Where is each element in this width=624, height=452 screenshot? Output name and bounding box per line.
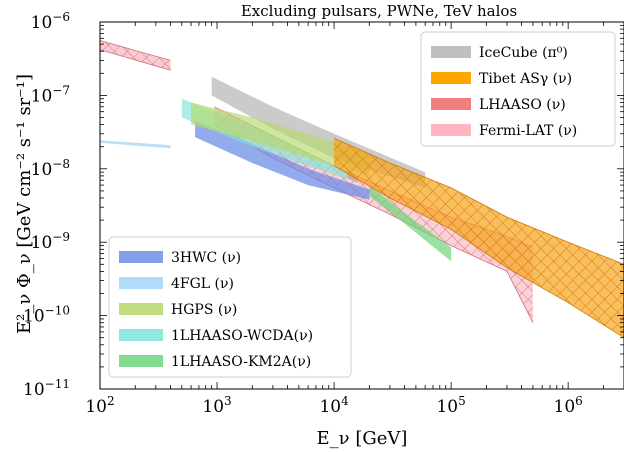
data-bands: [100, 40, 624, 339]
x-tick-label: 106: [554, 394, 583, 417]
legend-label: LHAASO (ν): [479, 97, 566, 113]
legend-label: 4FGL (ν): [171, 276, 234, 292]
axis-ticks: [99, 21, 624, 390]
legend-swatch: [431, 124, 471, 136]
legend-frame: [108, 236, 352, 378]
legend-item-hgps: HGPS (ν): [119, 302, 237, 318]
legend-item-fermi-lat: Fermi-LAT (ν): [431, 123, 577, 139]
y-axis-label: E²_ν Φ_ν [GeV cm⁻² s⁻¹ sr⁻¹]: [14, 74, 35, 334]
y-tick-label: 10−11: [23, 377, 70, 400]
x-tick-labels: 102 103 104 105 106: [85, 394, 582, 417]
x-tick-label: 102: [85, 394, 114, 417]
y-tick-label: 10−6: [31, 10, 70, 33]
band-edge-lower: [100, 49, 171, 71]
legend-swatch: [119, 355, 163, 367]
legend-item-1lhaaso-km2a: 1LHAASO-KM2A(ν): [119, 354, 311, 370]
legend-item-1lhaaso-wcda: 1LHAASO-WCDA(ν): [119, 328, 313, 344]
legend-swatch: [119, 277, 163, 289]
band-tibet-as-9: [333, 137, 624, 339]
x-tick-label: 103: [202, 394, 231, 417]
band-1lhaaso-km2a-7: [369, 185, 452, 262]
y-tick-labels: 10−11 10−10 10−9 10−8 10−7 10−6: [23, 10, 70, 400]
x-axis-label: E_ν [GeV]: [317, 428, 408, 449]
band-hatch: [334, 138, 624, 338]
legend-label: Tibet ASγ (ν): [479, 71, 572, 87]
legend-label: 1LHAASO-KM2A(ν): [171, 354, 311, 370]
chart-title: Excluding pulsars, PWNe, TeV halos: [241, 2, 517, 20]
legend-label: Fermi-LAT (ν): [479, 123, 577, 139]
band-fill: [369, 185, 452, 262]
legend-item-lhaaso: LHAASO (ν): [431, 97, 566, 113]
legend-swatch: [119, 329, 163, 341]
y-tick-label: 10−7: [31, 83, 70, 106]
legend-upper-right: IceCube (π⁰) Tibet ASγ (ν) LHAASO (ν) Fermi…: [420, 31, 616, 147]
legend-item-4fgl: 4FGL (ν): [119, 276, 234, 292]
y-tick-label: 10−9: [31, 230, 70, 253]
plot-frame: [99, 21, 624, 390]
legend-item-tibet-as: Tibet ASγ (ν): [431, 71, 572, 87]
band-fill: [100, 140, 171, 149]
band-4fgl-0: [100, 140, 171, 149]
band-fill: [191, 102, 370, 176]
x-tick-label: 105: [436, 394, 465, 417]
legend-swatch: [431, 72, 471, 84]
legend-frame: [420, 31, 616, 147]
legend-swatch: [119, 251, 163, 263]
y-tick-label: 10−8: [31, 157, 70, 180]
band-hatch: [100, 40, 171, 71]
legend-label: IceCube (π⁰): [479, 45, 568, 61]
band-fermi-lat-1: [100, 40, 171, 71]
legend-item-3hwc: 3HWC (ν): [119, 250, 241, 266]
legend-label: 1LHAASO-WCDA(ν): [171, 328, 313, 344]
legend-item-icecube: IceCube (π⁰): [431, 45, 568, 61]
x-tick-label: 104: [319, 394, 349, 417]
legend-swatch: [431, 98, 471, 110]
legend-label: HGPS (ν): [171, 302, 237, 318]
band-hgps-6: [191, 102, 370, 176]
band-edge-lower: [333, 165, 624, 339]
legend-lower-left: 3HWC (ν) 4FGL (ν) HGPS (ν) 1LHAASO-WCDA(ν) 1…: [108, 236, 352, 378]
band-edge-upper: [333, 137, 624, 265]
legend-swatch: [119, 303, 163, 315]
legend-swatch: [431, 46, 471, 58]
y-tick-label: 10−10: [23, 304, 70, 327]
band-edge-upper: [100, 40, 171, 61]
legend-label: 3HWC (ν): [171, 250, 241, 266]
